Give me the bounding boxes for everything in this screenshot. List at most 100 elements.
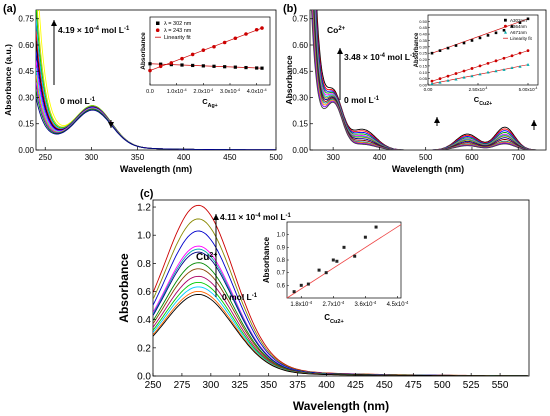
panel-a-xtick-label-1: 300 (85, 153, 99, 162)
panel-a-inset-point-243 (190, 52, 195, 57)
panel-b-xtick-label-0: 300 (326, 153, 340, 162)
panel-a-series-line-9 (36, 75, 276, 150)
panel-b-ytick-label-3: 0.45 (292, 67, 308, 76)
panel-a-inset-point-302 (159, 62, 163, 66)
panel-c-inset-point (324, 271, 328, 275)
panel-c-inset-ytick-label-0: 0.6 (277, 283, 286, 289)
panel-a-inset-point-243 (158, 64, 163, 69)
panel-b-ytick-label-2: 0.30 (292, 93, 308, 102)
panel-b-xtick-label-4: 700 (512, 153, 526, 162)
panel-b-inset-point-a671 (470, 74, 474, 78)
panel-b-legend-label-2: A671nm (510, 30, 527, 35)
panel-b-inset-ytick-label-6: 0.30 (419, 44, 428, 49)
panel-b-series-line-12 (311, 10, 546, 150)
panel-b-inset-xlabel-part: Cu2+ (479, 101, 492, 107)
panel-c-xtick-label-0: 250 (145, 380, 162, 391)
panel-c-xtick-label-6: 400 (318, 380, 335, 391)
panel-a-inset-xtick-label-3: 3.0x10-4 (220, 88, 241, 95)
panel-b-series-line-3 (315, 10, 546, 150)
panel-a-ytick-label-1: 0.15 (18, 120, 34, 129)
panel-a-inset-point-243 (254, 27, 259, 32)
panel-a-bottom-annotation-part: 0 mol L (60, 96, 90, 106)
panel-b-inset-xtick-label-2: 5.00x10-4 (519, 86, 538, 92)
panel-a-inset-point-302 (255, 66, 259, 70)
panel-c-inset-point (374, 225, 378, 229)
panel-b-inset-point-a364 (462, 69, 466, 73)
panel-b-up-arrow-head (337, 48, 343, 54)
panel-a-xlabel: Wavelength (nm) (120, 164, 192, 174)
panel-c-top-annotation-part: mol L (261, 212, 286, 222)
panel-a-legend-marker-0 (156, 21, 160, 25)
panel-a-inset-xtick-label-2-part: 2.0x10 (193, 89, 210, 95)
panel-c-inset-point (353, 254, 357, 258)
panel-b-inset-point-a302 (478, 36, 482, 40)
panel-c-xtick-label-9: 475 (405, 380, 422, 391)
panel-b-inset-point-a302 (518, 21, 522, 24)
panel-a-inset-xtick-label-0: 0.0 (146, 89, 154, 95)
panel-c-inset-point (292, 290, 296, 294)
panel-c-xtick-label-3: 325 (231, 380, 248, 391)
panel-c-series-line-12 (153, 293, 528, 376)
panel-c-inset-point (363, 235, 367, 239)
panel-b-right-arrow-head (531, 120, 537, 126)
chart-layer: 250 300 350 400 450 500 0.00 0.15 0.30 0.45 0.60 0.… (3, 9, 547, 413)
panel-c-bottom-annotation: 0 mol L-1 (222, 292, 258, 302)
panel-c-inset-xtick-label-1: 2.7x10-4 (322, 300, 344, 309)
panel-c-top-annotation: 4.11 × 10-4 mol L-1 (220, 212, 292, 222)
panel-c-ion-label-part: Cu (196, 252, 209, 263)
panel-a-inset-point-243 (244, 32, 248, 36)
panel-c-up-arrow-head (213, 214, 219, 220)
panel-a-frame (35, 9, 277, 151)
panel-a-inset-point-302 (223, 65, 227, 69)
panel-a-ylabel: Absorbance (a.u.) (3, 44, 13, 116)
panel-b-inset-point-a364 (494, 59, 498, 63)
panel-a-xtick-label-0: 250 (39, 153, 53, 162)
panel-c-ylabel: Absorbance (117, 253, 131, 323)
panel-b-legend-marker-2 (504, 30, 507, 34)
panel-b-inset-xtick-label-0-part: 0.00 (424, 87, 433, 92)
panel-b-xtick-label-3: 600 (465, 153, 479, 162)
panel-a-inset-point-302 (191, 63, 195, 68)
panel-b-ytick-label-4: 0.60 (292, 41, 308, 50)
panel-c-bottom-annotation-part: -1 (252, 293, 258, 299)
panel-b-series-line-7 (313, 10, 546, 150)
panel-c-ion-label: Cu2+ (196, 252, 217, 264)
panel-a-inset-point-302 (260, 66, 264, 70)
panel-b-series-line-2 (315, 10, 546, 150)
panel-c-inset-ytick-label-3: 0.9 (277, 245, 286, 251)
panel-c-xtick-label-12: 550 (492, 380, 509, 391)
panel-b-inset-ytick-label-7: 0.35 (419, 38, 428, 43)
panel-a-ytick-label-2: 0.30 (18, 93, 34, 102)
panel-b-inset-point-a302 (510, 25, 514, 28)
panel-b-legend-label-0: A302nm (510, 18, 527, 23)
panel-a-inset-xtick-label-2: 2.0x10-4 (193, 88, 214, 95)
panel-b-xtick-label-1: 400 (373, 153, 387, 162)
panel-b-inset-ytick-label-4: 0.20 (419, 57, 428, 62)
panel-c-top-annotation-part: 4.11 × 10 (220, 212, 255, 222)
panel-c-inset-xtick-label-2: 3.6x10-4 (355, 300, 377, 309)
panel-a-inset-xtick-label-1: 1.0x10-4 (167, 88, 188, 95)
panel-a-series-line-12 (36, 97, 276, 150)
panel-a-inset-xtick-label-4-part: 4.0x10 (247, 89, 264, 95)
panel-a-top-annotation: 4.19 × 10-4 mol L-1 (58, 25, 130, 35)
panel-b-top-annotation-part: 3.48 × 10 (344, 52, 380, 62)
panel-b-top-annotation: 3.48 × 10-4 mol L-1 (344, 52, 416, 62)
panel-b-legend-label-1: A364nm (510, 24, 527, 29)
panel-c-xtick-label-4: 350 (260, 380, 277, 391)
panel-a-inset-point-243 (169, 61, 174, 65)
panel-b-inset-xtick-label-2-part: 5.00x10 (519, 87, 536, 92)
panel-b-inset-point-a364 (478, 64, 482, 68)
panel-c-inset-ytick-label-1: 0.7 (277, 271, 286, 277)
panel-c-ytick-label-3: 0.6 (137, 287, 151, 298)
panel-a-inset-point-302 (148, 62, 152, 66)
panel-b-inset-xtick-label-1-part: -4 (485, 86, 488, 90)
panel-a-inset-xtick-label-4-part: -4 (263, 88, 267, 92)
panel-a-inset-point-302 (244, 65, 248, 70)
panel-b-xtick-label-2: 500 (419, 153, 433, 162)
panel-a-inset-xlabel: CAg+ (202, 97, 218, 109)
panel-b-inset-xtick-label-2-part: -4 (535, 86, 538, 90)
panel-b-series-line-6 (313, 10, 546, 150)
panel-c-xtick-label-10: 500 (434, 380, 451, 391)
panel-c-ytick-label-4: 0.8 (137, 259, 151, 270)
panel-a-inset-xlabel-part: C (202, 97, 208, 106)
